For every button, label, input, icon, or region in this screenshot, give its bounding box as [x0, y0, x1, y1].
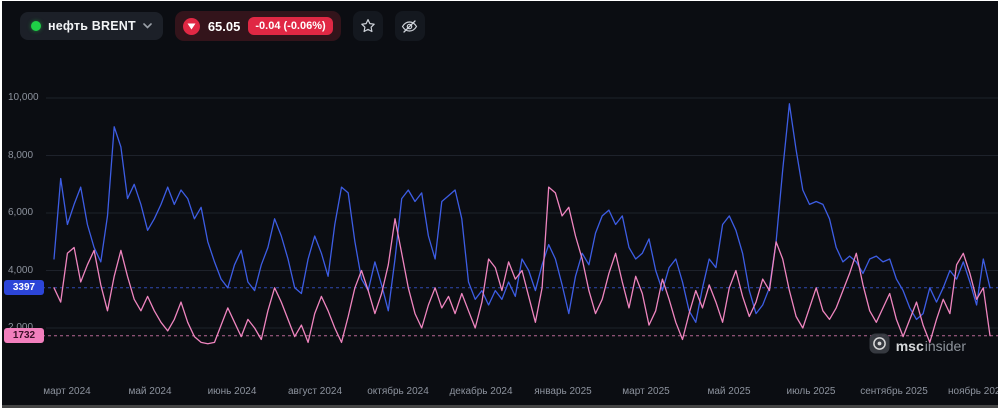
- quote-badge: 65.05 -0.04 (-0.06%): [174, 11, 341, 41]
- symbol-name: нефть BRENT: [48, 19, 136, 33]
- watermark-bold-text: msc: [895, 338, 924, 354]
- price-change-badge: -0.04 (-0.06%): [248, 17, 333, 35]
- market-open-dot: [31, 21, 41, 31]
- favorite-button[interactable]: [352, 11, 383, 41]
- last-price-label: 1732: [4, 328, 44, 343]
- watermark-light-text: insider: [924, 338, 966, 354]
- x-axis: март 2024 май 2024 июнь 2024 август 2024 окт…: [2, 386, 998, 400]
- last-price-label: 3397: [4, 280, 44, 295]
- chevron-down-icon: [143, 23, 152, 29]
- x-tick-label: июнь 2024: [207, 386, 257, 397]
- x-tick-label: март 2025: [622, 386, 670, 397]
- y-tick-label: 6,000: [8, 207, 34, 218]
- x-tick-label: декабрь 2024: [449, 386, 513, 397]
- x-tick-label: январь 2025: [534, 386, 592, 397]
- last-price: 65.05: [207, 18, 241, 34]
- y-tick-label: 2,000: [8, 322, 33, 333]
- x-tick-label: март 2024: [43, 386, 91, 397]
- x-tick-label: май 2025: [707, 386, 751, 397]
- x-tick-label: июль 2025: [786, 386, 836, 397]
- y-tick-label: 4,000: [8, 265, 34, 276]
- x-tick-label: май 2024: [128, 386, 172, 397]
- arrow-down-icon: [182, 17, 200, 35]
- watermark: msc insider: [869, 333, 966, 359]
- hide-button[interactable]: [394, 11, 425, 41]
- star-icon: [360, 18, 376, 34]
- x-tick-label: октябрь 2024: [367, 386, 429, 397]
- x-tick-label: август 2024: [287, 386, 343, 397]
- toolbar: нефть BRENT 65.05 -0.04 (-0.06%): [20, 11, 980, 41]
- x-tick-label: сентябрь 2025: [860, 386, 928, 397]
- eye-off-icon: [401, 19, 418, 34]
- x-tick-label: ноябрь 2025: [947, 386, 998, 397]
- y-tick-label: 8,000: [8, 150, 34, 161]
- watermark-logo-icon: [869, 333, 890, 359]
- y-tick-label: 10,000: [8, 92, 39, 103]
- symbol-selector[interactable]: нефть BRENT: [20, 12, 163, 40]
